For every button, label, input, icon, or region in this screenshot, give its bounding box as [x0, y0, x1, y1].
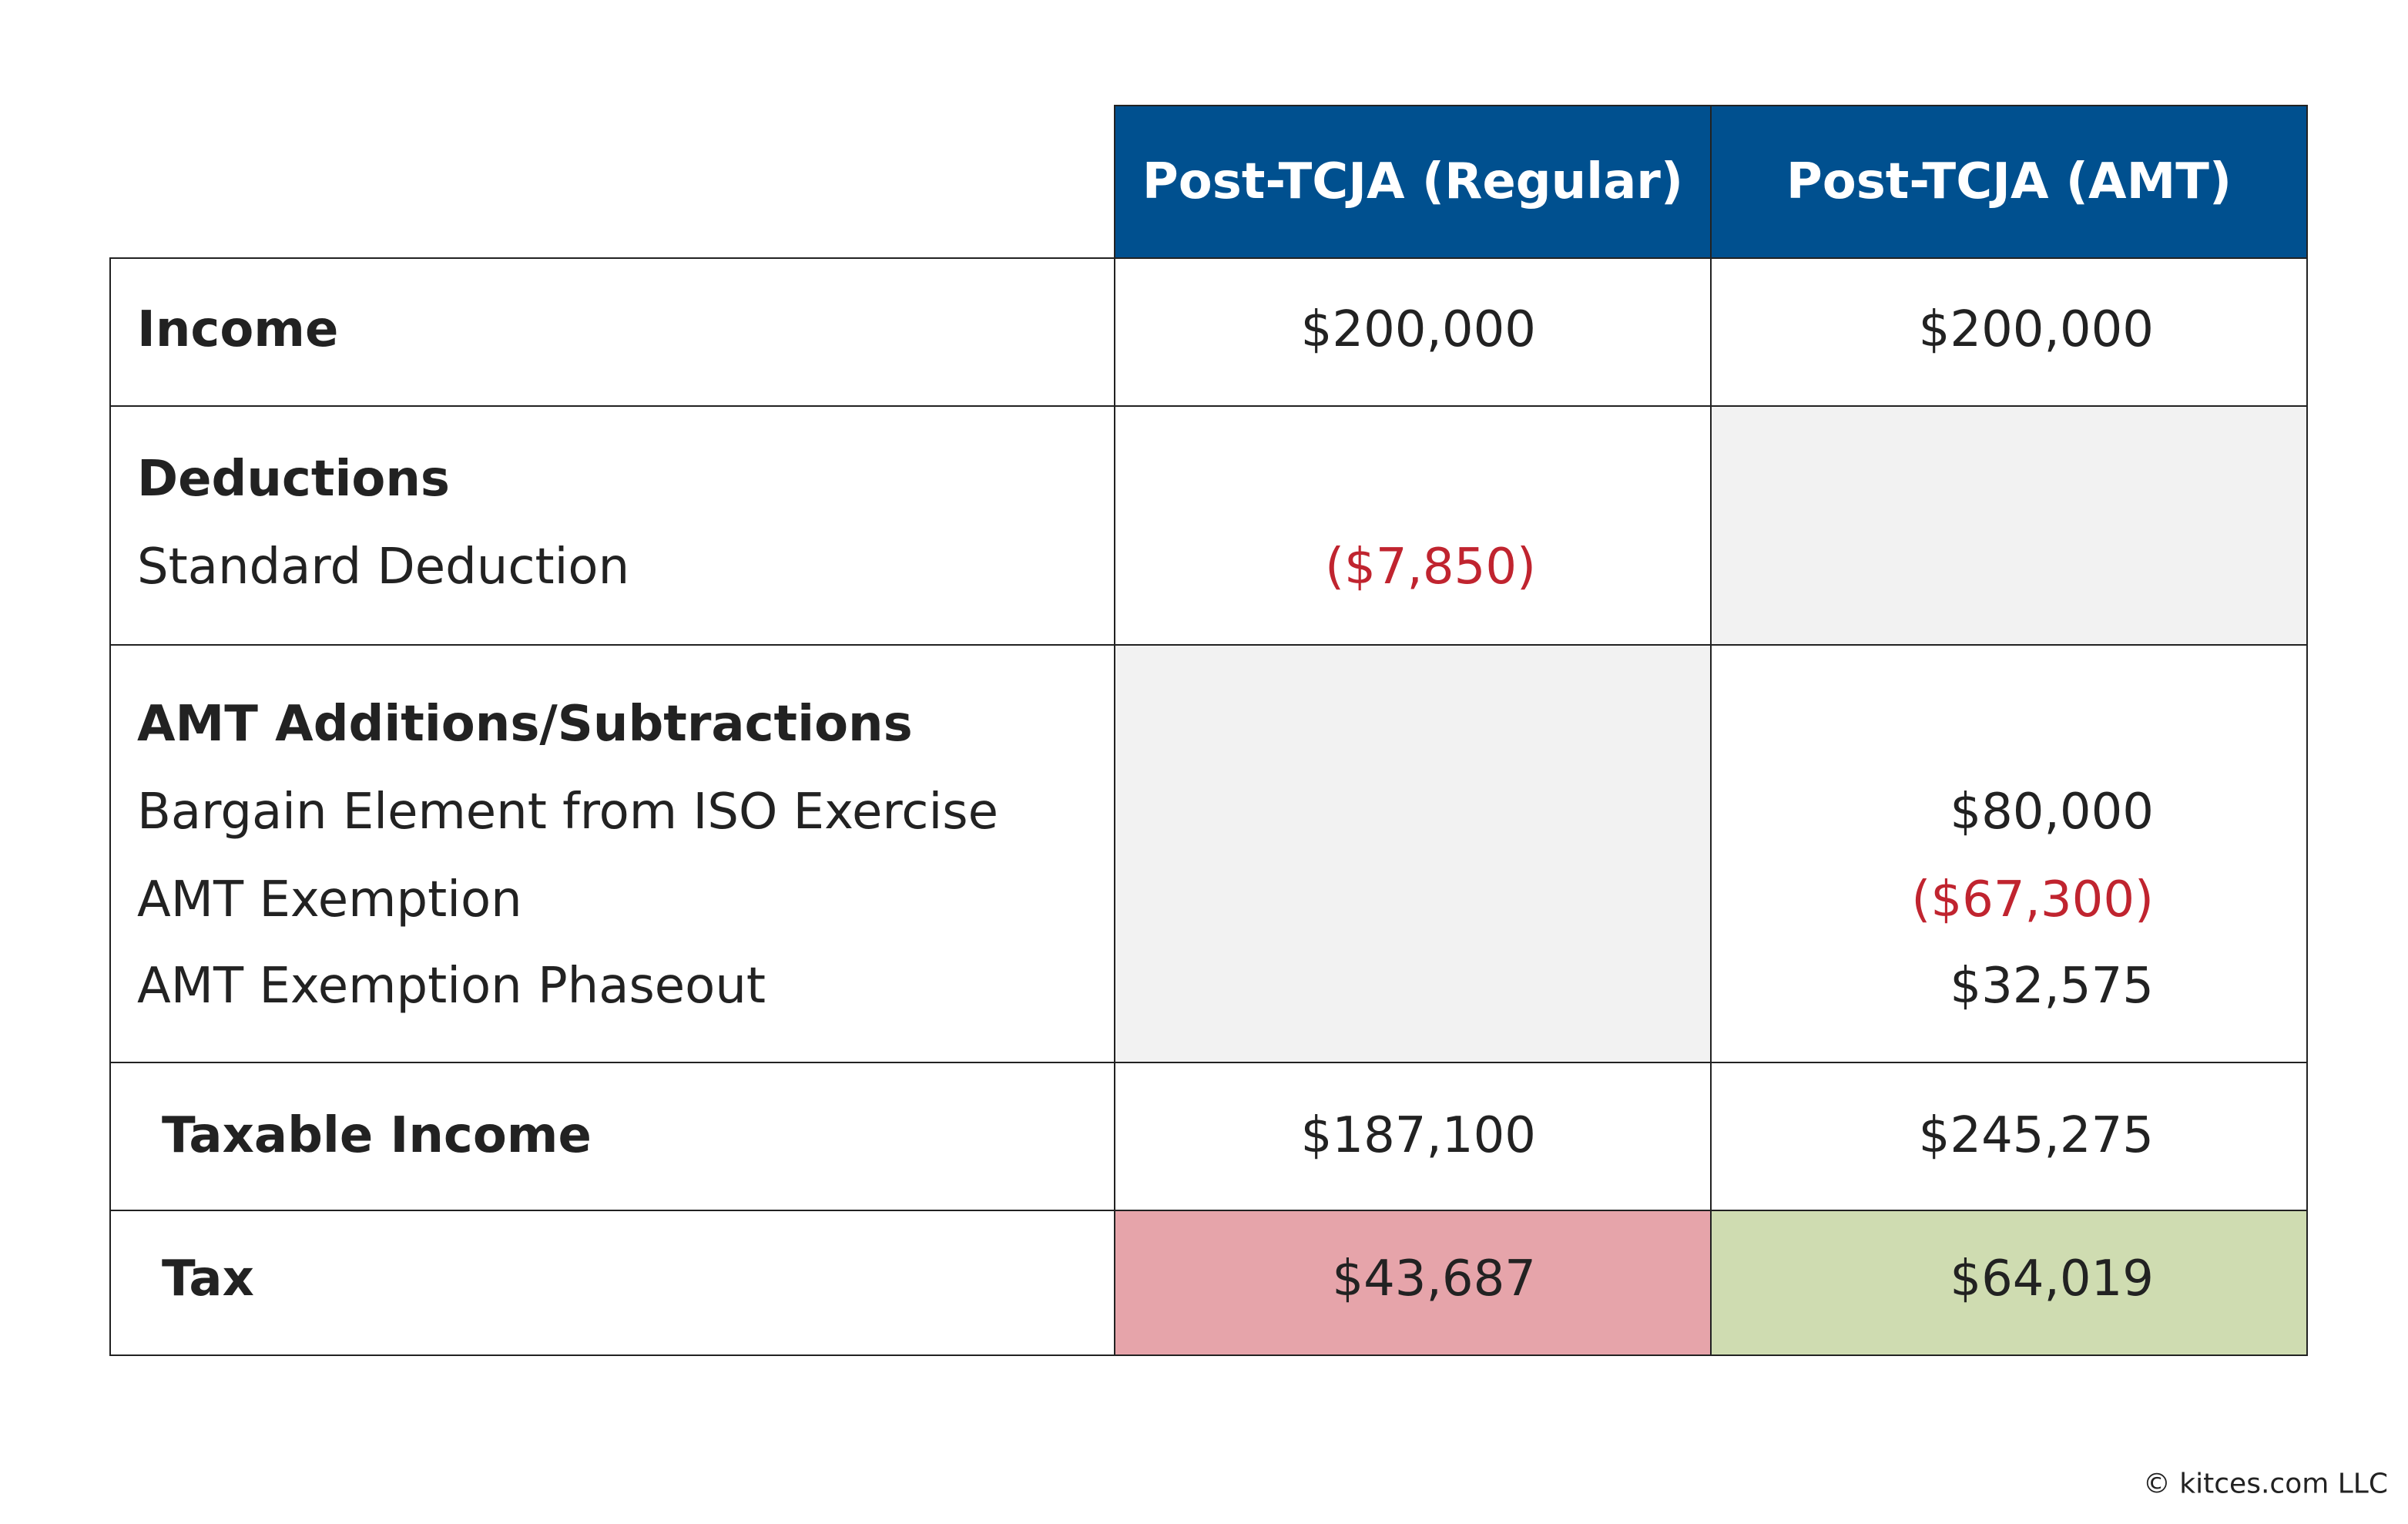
section-label: AMT Additions/Subtractions: [137, 696, 913, 753]
row-label: Taxable Income: [162, 1107, 592, 1164]
value: ($67,300): [1911, 871, 2154, 928]
row-label: Bargain Element from ISO Exercise: [137, 784, 998, 841]
value: $200,000: [1300, 301, 1536, 358]
value: ($7,850): [1325, 539, 1536, 596]
value: $43,687: [1332, 1250, 1536, 1307]
value: $80,000: [1950, 784, 2154, 841]
value: $32,575: [1950, 958, 2154, 1015]
row-label: Income: [137, 301, 339, 358]
row-label: Standard Deduction: [137, 539, 630, 596]
cell: [1114, 1210, 1712, 1356]
cell: [1710, 1210, 2308, 1356]
column-header: Post-TCJA (Regular): [1114, 105, 1712, 259]
value: $187,100: [1300, 1107, 1536, 1164]
value: $200,000: [1918, 301, 2154, 358]
value: $64,019: [1950, 1250, 2154, 1307]
row-label: AMT Exemption: [137, 871, 522, 928]
cell: [1710, 405, 2308, 646]
value: $245,275: [1918, 1107, 2154, 1164]
cell: [109, 405, 1115, 646]
column-header: Post-TCJA (AMT): [1710, 105, 2308, 259]
copyright: © kitces.com LLC: [2142, 1468, 2388, 1500]
cell: [109, 1210, 1115, 1356]
row-label: AMT Exemption Phaseout: [137, 958, 766, 1015]
section-label: Deductions: [137, 451, 450, 508]
cell: [1114, 405, 1712, 646]
cell: [1114, 644, 1712, 1063]
row-label: Tax: [162, 1250, 254, 1307]
